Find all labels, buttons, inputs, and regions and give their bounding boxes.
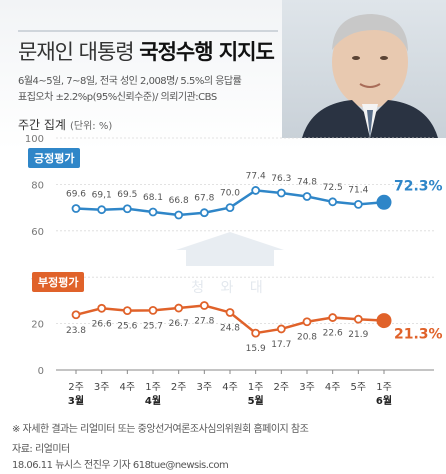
y-tick-label: 20: [31, 320, 44, 331]
x-tick-label: 3주: [94, 382, 110, 393]
data-label: 26.6: [92, 319, 112, 329]
survey-description-line1: 6월4~5일, 7~8일, 전국 성인 2,008명/ 5.5%의 응답률: [18, 76, 242, 87]
data-label: 69.5: [117, 190, 137, 200]
x-month-label: 4월: [145, 395, 161, 407]
data-label: 66.8: [169, 196, 189, 206]
data-point: [122, 204, 132, 214]
data-label: 72.3%: [394, 178, 443, 194]
data-point: [376, 313, 392, 329]
data-label: 26.7: [169, 319, 189, 329]
data-point: [199, 301, 209, 310]
data-label: 17.7: [271, 340, 291, 350]
data-point: [174, 303, 184, 313]
data-point: [328, 313, 338, 322]
data-label: 27.8: [194, 317, 214, 327]
data-point: [376, 194, 392, 210]
data-point: [225, 308, 235, 317]
x-month-label: 5월: [248, 395, 264, 407]
series-badge-positive: 긍정평가: [28, 148, 81, 168]
president-portrait: [282, 0, 446, 138]
title-prefix: 문재인 대통령: [18, 40, 135, 64]
x-tick-label: 2주: [274, 382, 290, 393]
data-point: [174, 210, 184, 220]
data-label: 24.8: [220, 323, 240, 333]
title-main: 국정수행 지지도: [139, 40, 275, 64]
title-rule: [18, 30, 278, 32]
data-label: 25.7: [143, 321, 163, 331]
data-point: [148, 305, 158, 315]
x-tick-label: 1주: [145, 382, 161, 393]
footer-note: ※ 자세한 결과는 리얼미터 또는 중앙선거여론조사심의위원회 홈페이지 참조: [12, 424, 309, 435]
x-tick-label: 2주: [68, 382, 84, 393]
y-tick-label: 0: [38, 366, 44, 377]
data-point: [251, 328, 261, 338]
data-point: [97, 205, 107, 215]
data-point: [71, 204, 81, 213]
y-tick-label: 80: [31, 180, 44, 191]
x-month-label: 6월: [376, 395, 392, 407]
data-label: 71.4: [348, 185, 368, 195]
data-label: 21.9: [348, 330, 368, 340]
data-label: 25.6: [117, 322, 137, 332]
x-tick-label: 5주: [351, 382, 367, 393]
footer-source: 자료: 리얼미터: [12, 444, 70, 455]
y-tick-label: 100: [25, 134, 44, 145]
data-point: [276, 188, 286, 198]
portrait-illustration: [302, 14, 438, 138]
data-label: 20.8: [297, 333, 317, 343]
watermark-text: 청 와 대: [191, 280, 269, 296]
x-tick-label: 4주: [325, 382, 341, 393]
data-label: 68.1: [143, 193, 163, 203]
x-tick-label: 3주: [197, 382, 213, 393]
chart-series: 69.6 69,1 69.5 68.1 66.8 67.8 70.0 77.4 76.3 74.8…: [66, 171, 443, 354]
data-point: [71, 310, 81, 320]
data-label: 76.3: [271, 174, 291, 184]
data-label: 23.8: [66, 326, 86, 336]
data-point: [122, 306, 132, 316]
page-title: 문재인 대통령 국정수행 지지도: [18, 36, 275, 66]
data-label: 21.3%: [394, 327, 443, 343]
data-label: 22.6: [323, 329, 343, 339]
data-point: [199, 208, 209, 218]
watermark: 청 와 대: [176, 232, 284, 296]
x-tick-label: 4주: [120, 382, 136, 393]
survey-description-line2: 표집오차 ±2.2%p(95%신뢰수준)/ 의뢰기관:CBS: [18, 92, 217, 103]
data-label: 70.0: [220, 189, 240, 199]
data-label: 74.8: [297, 177, 317, 187]
data-point: [353, 314, 363, 324]
data-point: [225, 203, 235, 213]
data-point: [276, 324, 286, 334]
x-month-label: 3월: [68, 395, 84, 407]
unit-label-sub: (단위: %): [69, 121, 113, 132]
data-point: [251, 186, 261, 195]
data-label: 69.6: [66, 190, 86, 200]
unit-label-main: 주간 집계: [18, 118, 66, 132]
data-point: [302, 192, 312, 201]
x-tick-label: 1주: [248, 382, 264, 393]
chart-x-axis: 2주 3주 4주 1주 2주 3주 4주 1주 2주 3주 4주 5주 1주 3월 4월 5월 6월: [68, 370, 392, 407]
unit-label: 주간 집계 (단위: %): [18, 116, 112, 133]
x-tick-label: 3주: [299, 382, 315, 393]
data-label: 77.4: [246, 171, 266, 181]
x-tick-label: 4주: [222, 382, 238, 393]
x-tick-label: 1주: [376, 382, 392, 393]
data-label: 72.5: [323, 183, 343, 193]
data-label: 69,1: [92, 191, 112, 201]
data-point: [97, 303, 107, 313]
data-point: [148, 207, 158, 217]
data-label: 67.8: [194, 194, 214, 204]
footer-credit: 18.06.11 뉴시스 전진우 기자 618tue@newsis.com: [12, 460, 229, 471]
series-badge-negative: 부정평가: [32, 272, 85, 292]
data-point: [302, 317, 312, 327]
x-tick-label: 2주: [171, 382, 187, 393]
data-point: [353, 199, 363, 209]
y-tick-label: 60: [31, 227, 44, 238]
data-label: 15.9: [246, 344, 266, 354]
data-point: [328, 197, 338, 207]
